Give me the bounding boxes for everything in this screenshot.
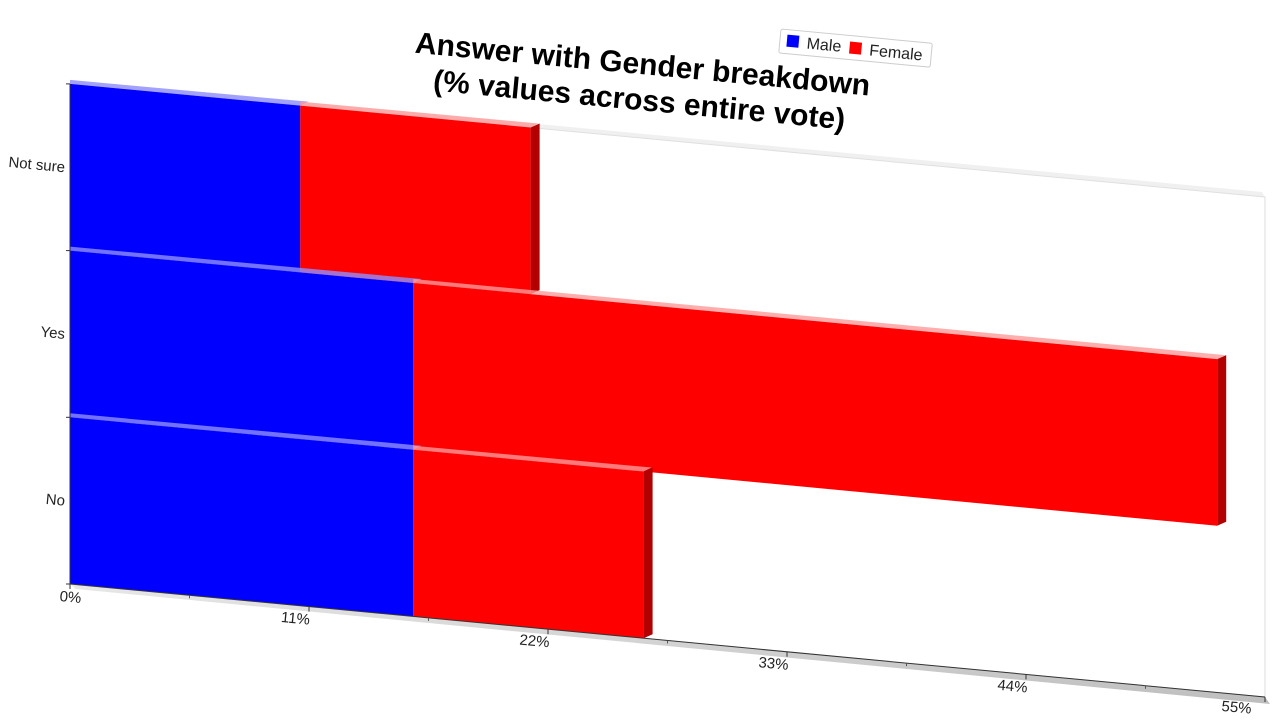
bar-not-sure-female xyxy=(300,105,531,295)
bar-yes-male xyxy=(70,250,414,450)
bar-side-not-sure xyxy=(530,123,540,295)
bar-no-male xyxy=(70,417,414,617)
bar-top-no-male xyxy=(70,413,422,450)
bar-top-not-sure-male xyxy=(70,79,309,106)
bar-side-no xyxy=(643,467,653,639)
bar-top-yes-male xyxy=(70,246,422,284)
x-tick-label: 44% xyxy=(997,677,1028,697)
bar-no-female xyxy=(413,449,644,639)
bar-top-yes-female xyxy=(413,279,1226,360)
legend: Male Female xyxy=(778,28,933,68)
floor-shadow xyxy=(70,584,1270,704)
legend-label-male: Male xyxy=(806,36,842,56)
x-tick-label: 22% xyxy=(519,632,550,652)
x-tick-label: 55% xyxy=(1221,698,1252,718)
bar-not-sure-male xyxy=(70,83,301,273)
x-tick-label: 11% xyxy=(280,609,310,629)
legend-label-female: Female xyxy=(869,42,924,64)
x-tick-label: 33% xyxy=(758,654,789,674)
legend-swatch-male xyxy=(786,34,800,48)
category-label-not-sure: Not sure xyxy=(8,154,66,176)
bar-top-not-sure-female xyxy=(300,101,539,128)
bar-side-yes xyxy=(1217,355,1227,526)
x-tick-label: 0% xyxy=(59,588,82,607)
bar-top-no-female xyxy=(413,445,652,472)
category-label-no: No xyxy=(45,491,66,510)
legend-swatch-female xyxy=(848,41,863,55)
category-label-yes: Yes xyxy=(40,324,66,343)
